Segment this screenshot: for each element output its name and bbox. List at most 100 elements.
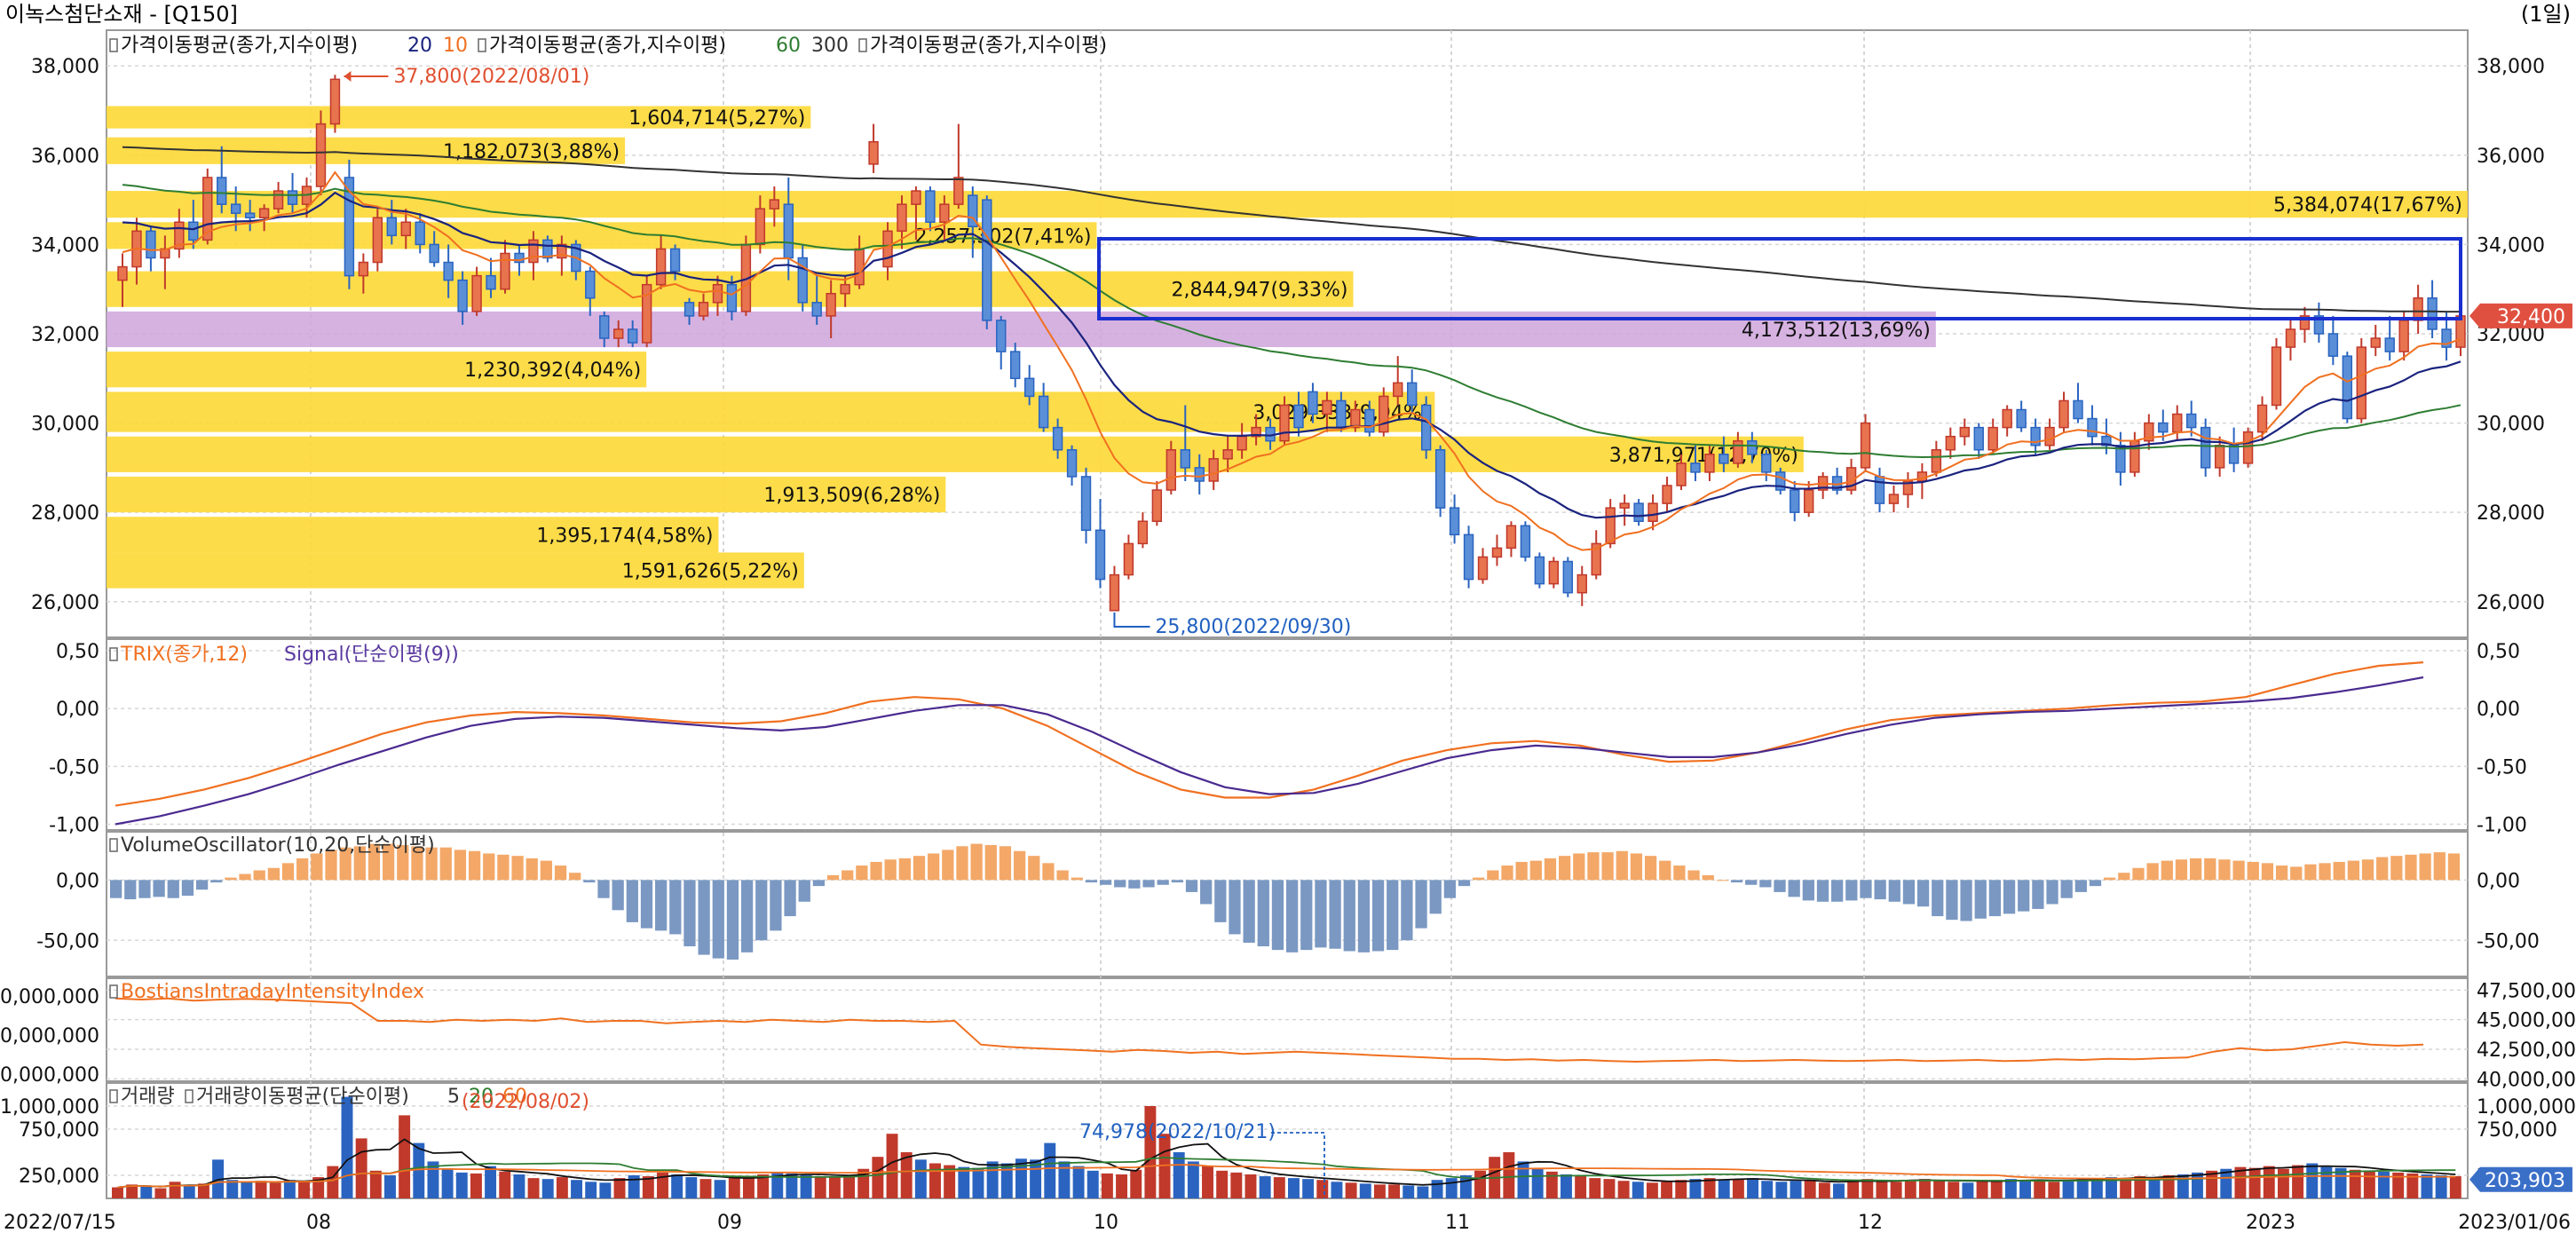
vo-bar — [540, 860, 553, 881]
candle-body — [2172, 413, 2183, 433]
candle-body — [1010, 351, 1021, 380]
volume-bar — [1948, 1182, 1960, 1198]
vo-bar — [2018, 880, 2030, 912]
volume-ma20-line — [117, 1157, 2456, 1189]
vo-bar — [1371, 880, 1385, 952]
volume-y-tick-left: 250,000 — [19, 1166, 99, 1188]
candle-body — [1293, 404, 1304, 429]
vo-bar — [1429, 880, 1442, 914]
x-axis-label: 2022/07/15 — [4, 1212, 116, 1234]
vo-bar — [1515, 861, 1528, 881]
vo-bar — [812, 880, 826, 887]
volume-bar — [972, 1167, 984, 1198]
candle-body — [1308, 391, 1318, 415]
candle-body — [2441, 328, 2452, 348]
vo-bar — [913, 856, 926, 881]
candle-body — [457, 279, 468, 312]
vo-bar — [2405, 854, 2417, 881]
candle-body — [712, 283, 723, 304]
vo-bar — [1401, 880, 1413, 941]
volume-bar — [1818, 1182, 1830, 1198]
vo-y-tick-left: 0,00 — [56, 870, 99, 892]
candle-body — [2073, 399, 2083, 420]
vo-bar — [1443, 880, 1456, 898]
vo-bar — [2419, 853, 2431, 881]
volume-bar — [1933, 1181, 1946, 1198]
last-price-tag — [2469, 303, 2572, 328]
candle-body — [1151, 489, 1163, 522]
annotation-leader — [1271, 1132, 1325, 1198]
volume-profile-bar — [107, 517, 719, 553]
candle-body — [1350, 408, 1361, 429]
vo-bar — [583, 880, 596, 883]
candle-body — [174, 221, 185, 250]
volume-bar — [929, 1163, 941, 1198]
volume-bar — [1072, 1166, 1085, 1198]
volume-bar — [384, 1175, 396, 1198]
vo-bar — [397, 844, 409, 881]
vo-bar — [1157, 880, 1169, 885]
volume-bar — [169, 1182, 181, 1198]
panel-frame-3 — [106, 977, 2469, 1082]
vo-bar — [1946, 880, 1958, 921]
volume-profile-label: 1,395,174(4,58%) — [536, 525, 713, 547]
vo-bar — [1788, 880, 1800, 897]
price-y-tick-left: 28,000 — [31, 502, 99, 525]
price-y-tick-right: 36,000 — [2477, 146, 2545, 168]
vo-bar — [1673, 866, 1686, 881]
vo-bar — [626, 880, 638, 922]
volume-bar — [154, 1188, 167, 1198]
bii-y-tick-right: 42,500,000 — [2477, 1039, 2576, 1062]
candle-body — [840, 283, 850, 295]
vo-bar — [1099, 880, 1112, 885]
vo-bar — [1114, 880, 1126, 888]
legend-param: 20 — [407, 35, 432, 57]
vo-y-tick-right: -50,00 — [2477, 930, 2540, 952]
vo-bar — [311, 853, 323, 881]
candle-body — [655, 248, 667, 286]
candle-body — [2370, 337, 2381, 348]
volume-bar — [226, 1180, 239, 1198]
candle-body — [1733, 439, 1743, 464]
volume-bar — [771, 1172, 784, 1198]
vo-bar — [2003, 880, 2016, 914]
legend-marker — [109, 984, 118, 999]
volume-bar — [2177, 1174, 2189, 1198]
panel-frame-2 — [106, 831, 2469, 977]
vo-bar — [2390, 856, 2403, 881]
vo-bar — [425, 847, 438, 881]
vo-bar — [1357, 880, 1371, 952]
volume-bar — [1259, 1176, 1271, 1198]
candle-body — [344, 177, 355, 277]
volume-bar — [1431, 1180, 1443, 1198]
volume-bar — [255, 1181, 267, 1198]
trix-y-tick-right: 0,00 — [2477, 699, 2520, 721]
legend-param: 300 — [811, 35, 849, 57]
volume-bar — [1403, 1185, 1415, 1198]
vo-bar — [2376, 857, 2389, 881]
volume-bar — [1646, 1182, 1658, 1198]
volume-bar — [1359, 1183, 1371, 1198]
volume-bar — [1962, 1182, 1974, 1198]
vo-bar — [712, 880, 724, 959]
candle-body — [1945, 435, 1956, 451]
ma20-line — [122, 191, 2461, 519]
volume-bar — [556, 1177, 568, 1198]
volume-bar — [1331, 1182, 1343, 1198]
price-y-tick-left: 36,000 — [31, 146, 99, 168]
vo-bar — [1458, 880, 1471, 887]
vo-bar — [325, 850, 337, 881]
selection-box — [1097, 237, 2462, 320]
candle-body — [1534, 556, 1545, 585]
vo-legend-label: VolumeOscillator(10,20,단순이평) — [121, 834, 435, 857]
price-y-tick-right: 34,000 — [2477, 234, 2545, 257]
vo-bar — [1974, 880, 1987, 919]
candle-body — [1477, 556, 1489, 581]
vo-bar — [970, 843, 983, 881]
candle-body — [1719, 454, 1729, 464]
volume-bar — [470, 1173, 482, 1198]
volume-bar — [1775, 1182, 1788, 1198]
x-axis-label: 08 — [306, 1212, 331, 1234]
trix-signal-legend-label: Signal(단순이평(9)) — [284, 644, 459, 666]
candle-body — [372, 217, 383, 264]
